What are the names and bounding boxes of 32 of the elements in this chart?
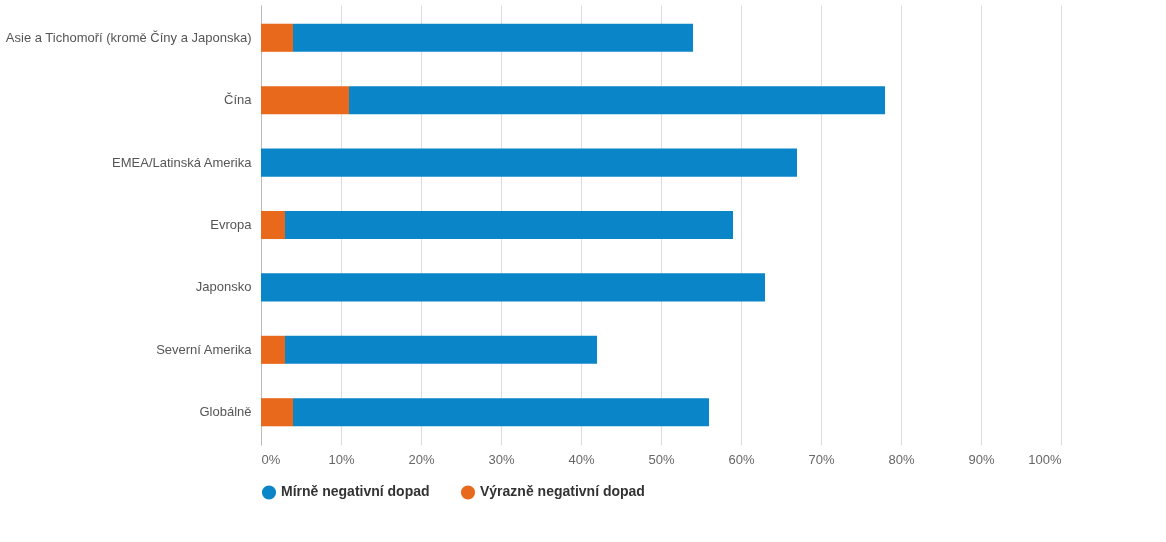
y-tick-label: EMEA/Latinská Amerika [112, 154, 253, 170]
x-tick-label: 20% [408, 451, 435, 467]
x-tick-label: 80% [888, 451, 915, 467]
bar [285, 335, 597, 364]
bar [285, 210, 733, 240]
legend-label: Výrazně negativní dopad [480, 483, 645, 500]
x-tick-label: 50% [648, 451, 675, 467]
x-tick-label: 60% [728, 451, 755, 467]
x-tick-label: 70% [808, 451, 835, 467]
x-tick-label: 100% [1028, 451, 1062, 467]
x-tick-label: 90% [968, 451, 995, 467]
x-tick-label: 0% [261, 451, 281, 467]
bar [261, 23, 293, 52]
x-tick-label: 10% [328, 451, 355, 467]
bar [261, 148, 797, 177]
bar [261, 86, 349, 115]
y-tick-label: Asie a Tichomoří (kromě Číny a Japonska) [5, 29, 252, 45]
x-tick-label: 30% [488, 451, 515, 467]
bar [293, 23, 693, 52]
bar [349, 86, 885, 115]
bar [261, 273, 765, 302]
y-tick-label: Globálně [199, 404, 252, 420]
y-tick-label: Japonsko [195, 279, 252, 295]
x-tick-label: 40% [568, 451, 595, 467]
bar [293, 398, 709, 427]
y-tick-label: Čína [224, 92, 253, 108]
bar [261, 210, 285, 240]
legend-label: Mírně negativní dopad [281, 483, 430, 500]
bar [261, 335, 285, 364]
bar [261, 398, 293, 427]
y-tick-label: Severní Amerika [156, 341, 253, 357]
y-tick-label: Evropa [210, 217, 253, 232]
